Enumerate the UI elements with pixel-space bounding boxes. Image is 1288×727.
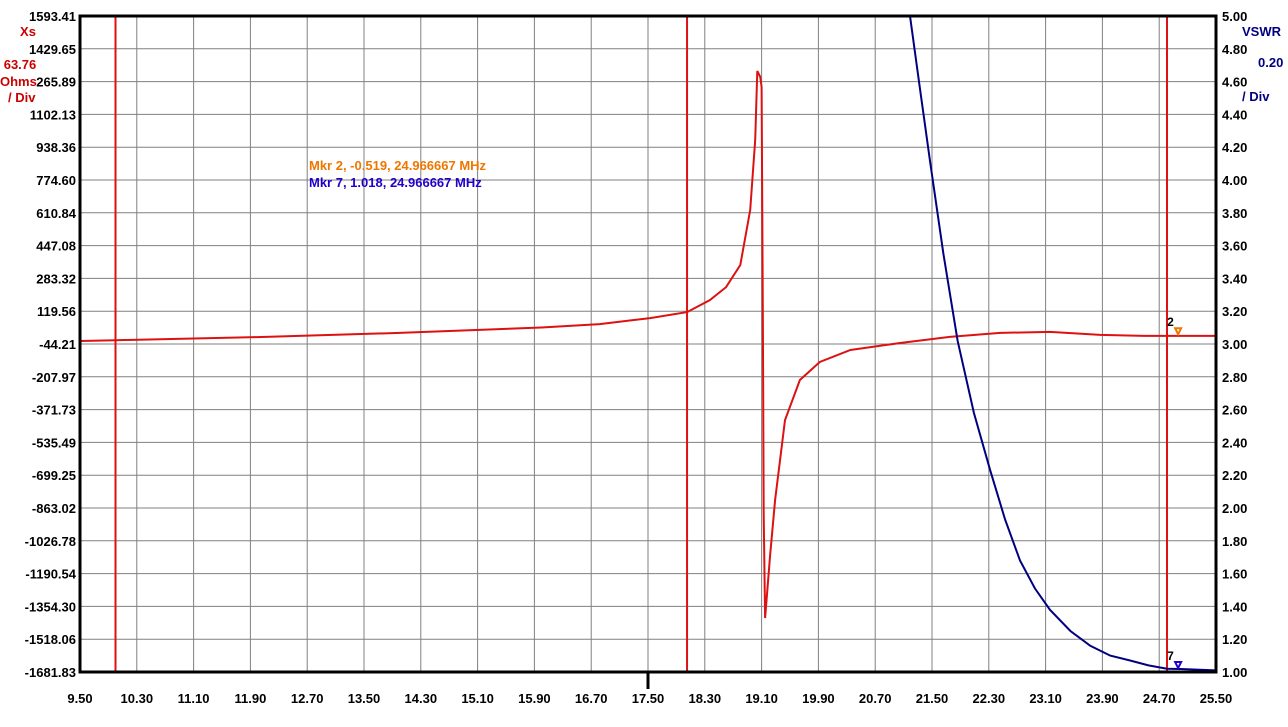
right-tick-label: 4.60 [1222, 75, 1247, 90]
right-tick-label: 2.20 [1222, 468, 1247, 483]
left-tick-label: -1354.30 [25, 599, 76, 614]
grid [80, 16, 1216, 672]
x-tick-labels: 9.50 10.30 11.10 11.90 12.70 13.50 14.30 15.10 1… [67, 691, 1232, 706]
right-tick-label: 2.40 [1222, 435, 1247, 450]
right-tick-label: 4.00 [1222, 173, 1247, 188]
left-tick-label: 1593.41 [29, 9, 76, 24]
x-tick-label: 25.50 [1200, 691, 1233, 706]
x-tick-label: 16.70 [575, 691, 608, 706]
x-tick-label: 19.90 [802, 691, 835, 706]
left-unit-bg [0, 73, 36, 89]
x-tick-label: 21.50 [916, 691, 949, 706]
right-tick-label: 1.60 [1222, 567, 1247, 582]
x-tick-label: 17.50 [632, 691, 665, 706]
right-tick-label: 2.80 [1222, 370, 1247, 385]
marker-2-label: 2 [1167, 315, 1174, 329]
left-tick-label: 774.60 [36, 173, 76, 188]
marker-2-triangle [1173, 327, 1183, 337]
x-tick-label: 14.30 [405, 691, 438, 706]
right-axis-label: VSWR [1242, 24, 1282, 39]
plot-frame [78, 14, 1218, 674]
marker-2-readout: Mkr 2, -0.519, 24.966667 MHz [309, 158, 487, 173]
x-tick-label: 11.10 [178, 691, 210, 706]
x-tick-label: 19.10 [745, 691, 778, 706]
left-tick-label: -699.25 [32, 468, 76, 483]
x-tick-label: 9.50 [67, 691, 92, 706]
markers: 27 [1167, 315, 1183, 671]
left-tick-label: 938.36 [36, 140, 76, 155]
right-tick-label: 1.40 [1222, 599, 1247, 614]
left-tick-label: -371.73 [32, 403, 76, 418]
right-tick-label: 2.00 [1222, 501, 1247, 516]
left-tick-label: -1026.78 [25, 534, 76, 549]
left-tick-label: 1102.13 [30, 107, 76, 122]
left-tick-label: 1429.65 [29, 42, 76, 57]
left-tick-label: -1518.06 [25, 632, 76, 647]
marker-7-triangle [1173, 661, 1183, 671]
right-tick-label: 1.00 [1222, 665, 1247, 680]
right-tick-label: 3.60 [1222, 239, 1247, 254]
right-tick-label: 4.80 [1222, 42, 1247, 57]
x-tick-label: 12.70 [291, 691, 324, 706]
left-tick-label: -207.97 [32, 370, 76, 385]
left-axis-unit: Ohms [0, 74, 37, 89]
left-tick-label: -863.02 [32, 501, 76, 516]
left-tick-label: 119.56 [37, 304, 76, 319]
left-tick-label: 283.32 [36, 271, 76, 286]
left-tick-label: 1265.89 [29, 75, 76, 90]
left-axis-label: Xs [20, 24, 36, 39]
left-tick-label: -535.49 [32, 435, 76, 450]
traces [79, 15, 1217, 672]
x-tick-label: 11.90 [234, 691, 266, 706]
left-tick-label: -1190.54 [25, 567, 76, 582]
x-tick-label: 23.10 [1029, 691, 1062, 706]
x-tick-label: 23.90 [1086, 691, 1119, 706]
right-tick-label: 1.20 [1222, 632, 1247, 647]
marker-7-label: 7 [1167, 649, 1174, 663]
right-tick-label: 2.60 [1222, 403, 1247, 418]
right-tick-label: 3.40 [1222, 271, 1247, 286]
left-tick-label: 447.08 [36, 239, 76, 254]
right-tick-label: 3.00 [1222, 337, 1247, 352]
vertical-limit-lines [114, 16, 1169, 689]
right-tick-label: 4.20 [1222, 140, 1247, 155]
left-tick-label: -44.21 [39, 337, 76, 352]
right-tick-label: 3.80 [1222, 206, 1247, 221]
x-tick-label: 15.10 [461, 691, 494, 706]
right-tick-label: 3.20 [1222, 304, 1247, 319]
right-tick-label: 4.40 [1222, 107, 1247, 122]
right-axis-scale: 0.20 [1258, 55, 1283, 70]
x-tick-label: 13.50 [348, 691, 381, 706]
x-tick-label: 24.70 [1143, 691, 1176, 706]
right-tick-label: 5.00 [1222, 9, 1247, 24]
right-tick-label: 1.80 [1222, 534, 1247, 549]
left-axis-scale: 63.76 [4, 57, 37, 72]
right-axis-per-div: / Div [1242, 89, 1270, 104]
x-tick-label: 20.70 [859, 691, 892, 706]
right-tick-labels: 5.00 4.80 4.60 4.40 4.20 4.00 3.80 3.60 3.40 3.20… [1222, 9, 1247, 680]
x-tick-label: 18.30 [689, 691, 722, 706]
left-tick-label: -1681.83 [25, 665, 76, 680]
left-tick-labels: 1593.41 1429.65 1265.89 1102.13 938.36 774.60… [25, 9, 77, 680]
x-tick-label: 10.30 [121, 691, 154, 706]
marker-7-readout: Mkr 7, 1.018, 24.966667 MHz [309, 175, 482, 190]
x-tick-label: 15.90 [518, 691, 551, 706]
left-axis-per-div: / Div [8, 90, 36, 105]
x-tick-label: 22.30 [973, 691, 1006, 706]
left-tick-label: 610.84 [36, 206, 77, 221]
